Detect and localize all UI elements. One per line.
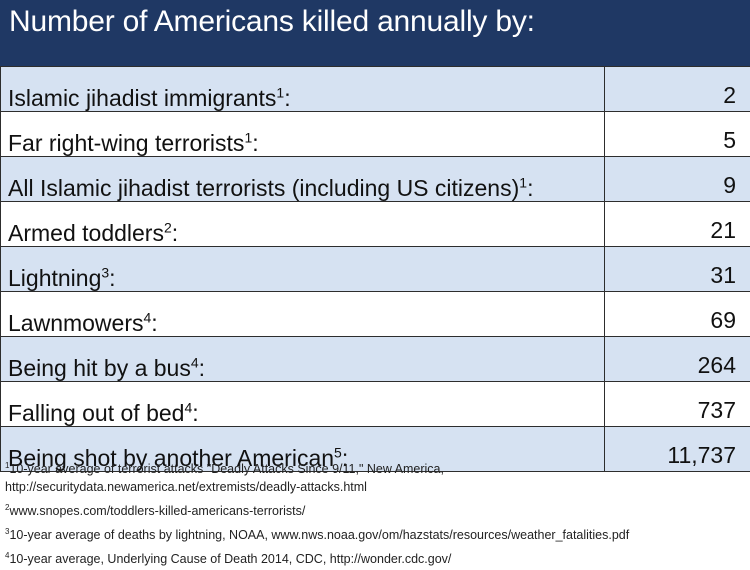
footnote-1: 110-year average of terrorist attacks "D… xyxy=(5,460,444,476)
table-row: Lawnmowers4: 69 xyxy=(0,291,750,337)
header-bar: Number of Americans killed annually by: xyxy=(0,0,750,66)
row-label: Lightning3: xyxy=(0,246,605,292)
footnote-3: 310-year average of deaths by lightning,… xyxy=(5,526,630,542)
row-label: Lawnmowers4: xyxy=(0,291,605,337)
table-row: Being shot by another American5: 11,737 xyxy=(0,426,750,472)
footnote-1-url[interactable]: http://securitydata.newamerica.net/extre… xyxy=(5,480,367,494)
table-row: Falling out of bed4: 737 xyxy=(0,381,750,427)
table-row: Lightning3: 31 xyxy=(0,246,750,292)
footnotes: 110-year average of terrorist attacks "D… xyxy=(5,460,745,568)
row-value: 2 xyxy=(604,66,750,112)
row-value: 264 xyxy=(604,336,750,382)
row-label: Far right-wing terrorists1: xyxy=(0,111,605,157)
row-label: Being shot by another American5: xyxy=(0,426,605,472)
row-value: 69 xyxy=(604,291,750,337)
row-value: 11,737 xyxy=(604,426,750,472)
footnote-2[interactable]: 2www.snopes.com/toddlers-killed-american… xyxy=(5,502,306,518)
row-label: Falling out of bed4: xyxy=(0,381,605,427)
row-label: Armed toddlers2: xyxy=(0,201,605,247)
table-row: Islamic jihadist immigrants1: 2 xyxy=(0,66,750,112)
table-row: All Islamic jihadist terrorists (includi… xyxy=(0,156,750,202)
stats-table: Islamic jihadist immigrants1: 2 Far righ… xyxy=(0,66,750,472)
table-row: Being hit by a bus4: 264 xyxy=(0,336,750,382)
row-label: All Islamic jihadist terrorists (includi… xyxy=(0,156,605,202)
row-value: 737 xyxy=(604,381,750,427)
row-value: 31 xyxy=(604,246,750,292)
table-row: Armed toddlers2: 21 xyxy=(0,201,750,247)
footnote-4: 410-year average, Underlying Cause of De… xyxy=(5,550,452,566)
row-label: Islamic jihadist immigrants1: xyxy=(0,66,605,112)
table-row: Far right-wing terrorists1: 5 xyxy=(0,111,750,157)
row-label: Being hit by a bus4: xyxy=(0,336,605,382)
row-value: 5 xyxy=(604,111,750,157)
row-value: 9 xyxy=(604,156,750,202)
page-title: Number of Americans killed annually by: xyxy=(9,5,535,38)
row-value: 21 xyxy=(604,201,750,247)
